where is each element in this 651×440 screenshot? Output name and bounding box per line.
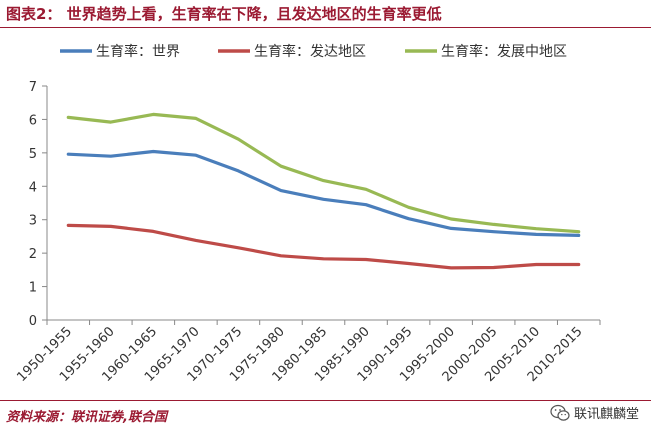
y-tick-label: 0 (29, 314, 37, 329)
y-tick-label: 2 (29, 247, 37, 262)
series-line-2 (66, 112, 581, 234)
chart-legend: 生育率：世界 生育率：发达地区 生育率：发展中地区 (60, 43, 567, 60)
source-note: 资料来源：联讯证券,联合国 (6, 410, 167, 425)
y-tick-label: 5 (29, 147, 37, 162)
brand-name: 联讯麒麟堂 (573, 407, 639, 422)
series-line-1 (66, 223, 581, 270)
brand-mark: 联讯麒麟堂 (550, 403, 639, 422)
legend-label-2: 生育率：发展中地区 (441, 43, 567, 60)
y-tick-label: 3 (29, 214, 37, 229)
footer-divider (0, 400, 651, 401)
y-tick-label: 6 (29, 113, 37, 128)
chart-series (66, 112, 581, 270)
legend-label-0: 生育率：世界 (96, 43, 180, 60)
series-line-0 (66, 149, 581, 237)
y-tick-label: 7 (29, 80, 37, 95)
line-chart: 生育率：世界 生育率：发达地区 生育率：发展中地区 012345671950-195… (14, 43, 601, 385)
chart-title: 图表2： 世界趋势上看，生育率在下降，且发达地区的生育率更低 (6, 5, 442, 23)
y-tick-label: 4 (29, 180, 37, 195)
wechat-icon (550, 404, 570, 421)
y-tick-label: 1 (29, 281, 37, 296)
legend-label-1: 生育率：发达地区 (254, 43, 366, 60)
title-divider (0, 27, 651, 28)
